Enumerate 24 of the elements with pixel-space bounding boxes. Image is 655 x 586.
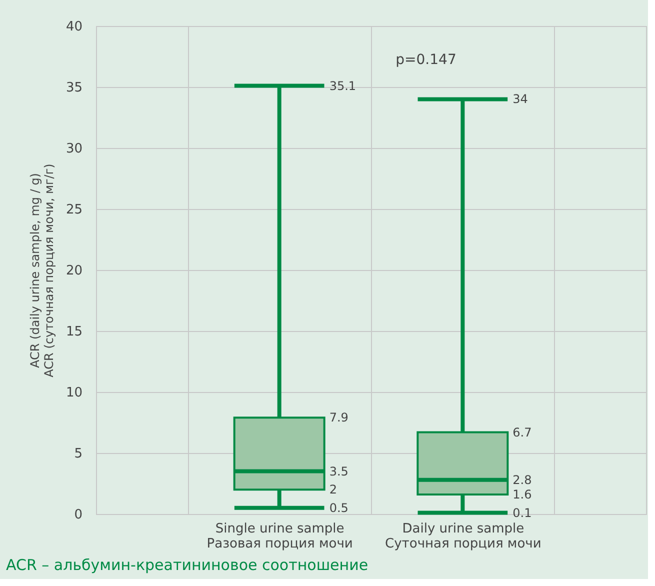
y-tick-label: 0 [74,508,82,522]
text: 0.5 [329,500,348,515]
text: 3.5 [329,464,348,478]
text: 1.6 [512,487,532,502]
y-tick-label: 5 [74,446,82,462]
y-tick-label: 20 [66,264,82,278]
y-tick-label: 10 [66,386,82,400]
text: 2.8 [512,472,532,487]
text: ACR – альбумин-креатининовое соотношение [6,556,368,574]
x-tick-label: Daily urine sample Суточная порция мочи [385,522,542,552]
y-tick-label: 35 [66,80,82,96]
y-tick-label: 15 [66,324,82,340]
y-axis-title: ACR (daily urine sample, mg / g) ACR (суточная порция мочи, мг/г) [28,164,56,378]
annotation: p=0.147 [396,52,456,68]
text: 6.7 [512,425,532,440]
text: 35.1 [329,78,356,93]
text: 0.1 [512,506,532,520]
text: 34 [512,92,528,106]
y-tick-label: 25 [66,202,82,218]
y-tick-label: 40 [66,20,82,34]
y-tick-label: 30 [66,142,82,156]
text: 7.9 [329,410,348,425]
text: 2 [329,482,337,497]
x-tick-label: Single urine sample Разовая порция мочи [206,522,353,552]
